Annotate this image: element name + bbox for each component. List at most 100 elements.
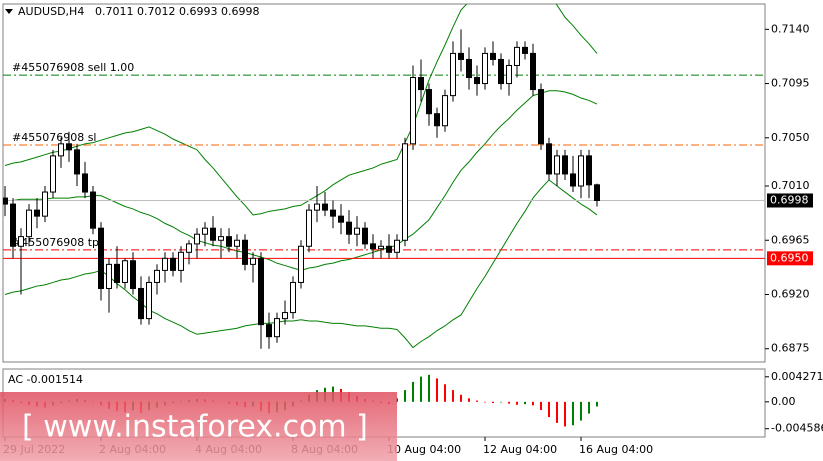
candle-body: [482, 52, 488, 85]
watermark-box: [0, 392, 397, 461]
x-tick-label: 10 Aug 04:00: [387, 443, 461, 456]
candle-body: [522, 46, 528, 54]
candle-body: [274, 318, 280, 338]
last-price-label: 0.6998: [770, 193, 809, 206]
y-tick-label: 0.6965: [771, 233, 810, 246]
candle-body: [90, 191, 96, 229]
y-tick-label: 0.7140: [771, 22, 810, 35]
candle-body: [450, 52, 456, 97]
candle-body: [514, 46, 520, 66]
candle-body: [266, 324, 272, 338]
watermark-text: [ www.instaforex.com ]: [22, 410, 368, 445]
candle-body: [130, 260, 136, 289]
candle-body: [50, 155, 56, 193]
main-panel: [2, 3, 766, 363]
quote: 0.7011 0.7012 0.6993 0.6998: [95, 5, 259, 18]
candle-body: [506, 64, 512, 85]
candle-body: [290, 281, 296, 314]
order-label: #455076908 sell 1.00: [12, 61, 134, 74]
candle-body: [26, 209, 32, 238]
candle-body: [402, 143, 408, 241]
symbol: AUDUSD,H4: [18, 5, 84, 18]
candle-body: [194, 233, 200, 245]
candle-body: [3, 197, 8, 205]
price-line-box: [767, 251, 813, 266]
candle-body: [354, 227, 360, 235]
candle-body: [34, 209, 40, 217]
candle-body: [474, 77, 480, 85]
candle-body: [442, 95, 448, 127]
order-label: #455076908 tp: [12, 236, 99, 249]
candle-body: [122, 260, 128, 283]
candle-body: [98, 227, 104, 289]
candle-body: [434, 113, 440, 127]
candle-body: [570, 173, 576, 187]
y-tick-label: 0.004271: [771, 370, 823, 383]
candle-body: [58, 143, 64, 157]
y-tick-label: 0.6875: [771, 342, 810, 355]
order-label: #455076908 sl: [12, 131, 97, 144]
candle-body: [394, 239, 400, 253]
candle-body: [218, 236, 224, 241]
candle-body: [498, 58, 504, 85]
y-tick-label: 0.7095: [771, 77, 810, 90]
candle-body: [338, 215, 344, 223]
y-tick-label: 0.00: [771, 395, 796, 408]
x-tick-label: 12 Aug 04:00: [483, 443, 557, 456]
candle-body: [234, 239, 240, 247]
candle-body: [74, 149, 80, 175]
candle-body: [490, 52, 496, 60]
indicator-title: AC -0.001514: [8, 373, 83, 386]
candle-body: [410, 77, 416, 145]
candle-body: [426, 89, 432, 115]
candle-body: [370, 243, 376, 250]
y-tick-label: 0.6920: [771, 287, 810, 300]
menu-arrow: [5, 9, 13, 14]
candle-body: [162, 257, 168, 271]
y-tick-label: 0.7050: [771, 131, 810, 144]
candle-body: [330, 209, 336, 217]
candle-body: [346, 221, 352, 235]
candle-body: [66, 143, 72, 151]
candle-body: [298, 245, 304, 283]
candle-body: [170, 257, 176, 271]
band-upper: [4, 4, 598, 216]
y-tick-label: 0.7010: [771, 179, 810, 192]
candle-body: [282, 312, 288, 320]
candle-body: [202, 227, 208, 235]
candle-body: [226, 236, 232, 247]
candle-body: [18, 236, 24, 247]
y-tick-label: -0.004586: [771, 422, 823, 435]
last-price-box: [767, 193, 813, 208]
candle-body: [114, 263, 120, 283]
watermark: [ www.instaforex.com ]: [0, 392, 397, 461]
candle-body: [178, 251, 184, 271]
candle-body: [138, 287, 144, 320]
candle-body: [242, 239, 248, 265]
candle-body: [418, 77, 424, 91]
candle-body: [210, 227, 216, 241]
candle-body: [546, 143, 552, 175]
candle-body: [82, 173, 88, 193]
candle-body: [154, 269, 160, 283]
candle-body: [362, 227, 368, 245]
candle-body: [258, 257, 264, 326]
candle-body: [10, 203, 16, 247]
candle-body: [186, 243, 192, 253]
candle-body: [458, 52, 464, 60]
candle-body: [586, 155, 592, 186]
price-line-label: 0.6950: [770, 251, 809, 264]
candle-body: [42, 191, 48, 217]
candle-body: [306, 209, 312, 247]
candle-body: [578, 155, 584, 187]
candle-body: [106, 263, 112, 289]
candle-body: [594, 184, 600, 201]
x-tick-label: 16 Aug 04:00: [579, 443, 653, 456]
candle-body: [554, 155, 560, 175]
candle-body: [322, 203, 328, 211]
candle-body: [562, 155, 568, 175]
candle-body: [250, 257, 256, 265]
candle-body: [386, 245, 392, 253]
candle-body: [146, 281, 152, 320]
